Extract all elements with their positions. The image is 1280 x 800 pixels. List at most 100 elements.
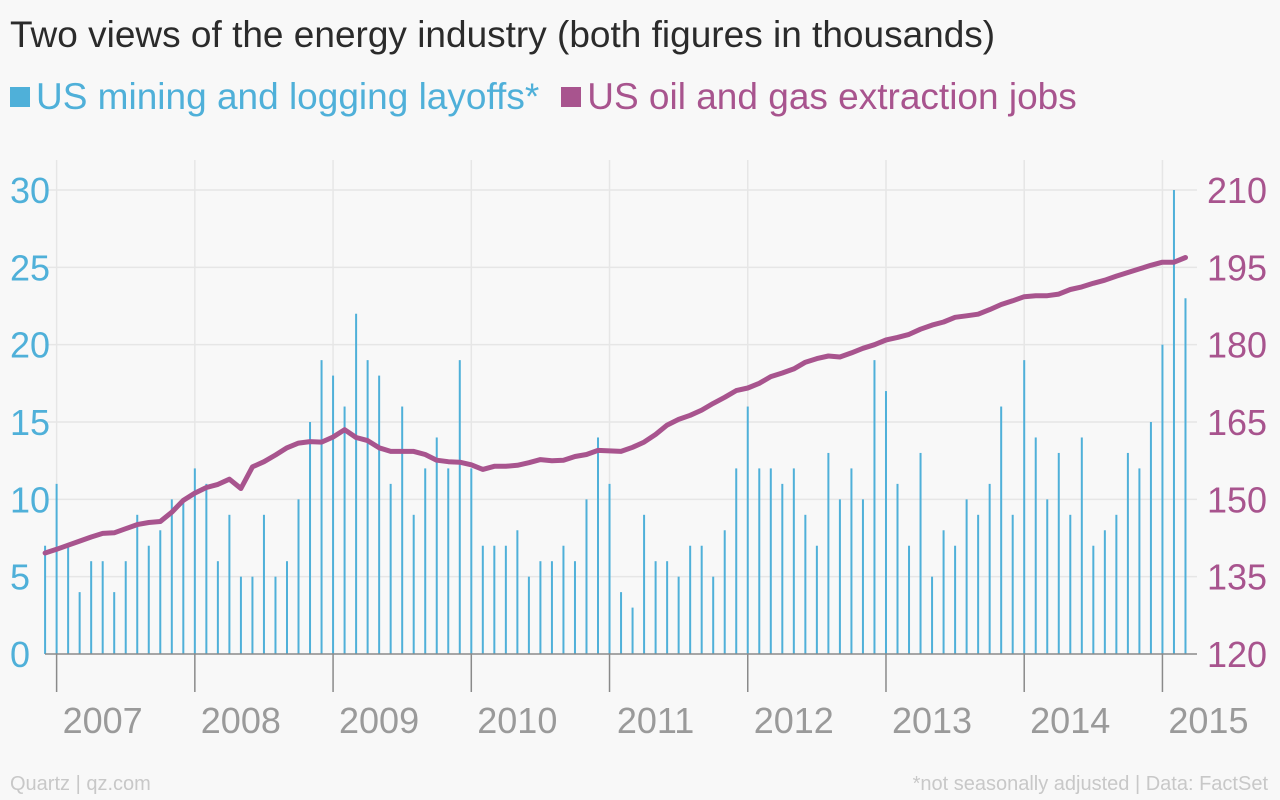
- layoffs-bar: [585, 499, 588, 654]
- layoffs-bars: [44, 190, 1187, 654]
- layoffs-bar: [182, 499, 185, 654]
- layoffs-bar: [608, 483, 611, 654]
- layoffs-bar: [735, 468, 738, 654]
- layoffs-bar: [873, 360, 876, 654]
- layoffs-bar: [147, 545, 150, 654]
- layoffs-bar: [170, 499, 173, 654]
- layoffs-bar: [850, 468, 853, 654]
- layoffs-bar: [1103, 530, 1106, 654]
- y-right-tick-label: 195: [1207, 247, 1267, 288]
- layoffs-bar: [251, 576, 254, 654]
- layoffs-bar: [1172, 190, 1175, 654]
- x-tick-label: 2015: [1168, 700, 1248, 741]
- layoffs-bar: [216, 561, 219, 654]
- layoffs-bar: [355, 313, 358, 654]
- layoffs-bar: [320, 360, 323, 654]
- layoffs-bar: [1069, 514, 1072, 654]
- layoffs-bar: [1057, 452, 1060, 654]
- layoffs-bar: [401, 406, 404, 654]
- layoffs-bar: [931, 576, 934, 654]
- y-right-tick-label: 150: [1207, 479, 1267, 520]
- layoffs-bar: [458, 360, 461, 654]
- source-credit: Quartz | qz.com: [10, 773, 151, 795]
- y-left-tick-label: 5: [10, 557, 30, 598]
- layoffs-bar: [597, 437, 600, 654]
- layoffs-bar: [78, 592, 81, 654]
- layoffs-bar: [1046, 499, 1049, 654]
- layoffs-bar: [527, 576, 530, 654]
- layoffs-bar: [239, 576, 242, 654]
- y-left-tick-label: 10: [10, 479, 50, 520]
- layoffs-bar: [228, 514, 231, 654]
- layoffs-bar: [1034, 437, 1037, 654]
- layoffs-bar: [815, 545, 818, 654]
- layoffs-bar: [908, 545, 911, 654]
- layoffs-bar: [573, 561, 576, 654]
- x-axis-ticks: [55, 654, 1164, 692]
- x-tick-label: 2011: [617, 700, 694, 741]
- layoffs-bar: [781, 483, 784, 654]
- layoffs-bar: [896, 483, 899, 654]
- layoffs-bar: [343, 406, 346, 654]
- layoffs-bar: [412, 514, 415, 654]
- layoffs-bar: [838, 499, 841, 654]
- layoffs-bar: [977, 514, 980, 654]
- legend-item-jobs: US oil and gas extraction jobs: [561, 76, 1077, 118]
- layoffs-bar: [666, 561, 669, 654]
- x-tick-label: 2008: [201, 700, 281, 741]
- layoffs-bar: [90, 561, 93, 654]
- legend-label-jobs: US oil and gas extraction jobs: [587, 76, 1077, 117]
- layoffs-bar: [504, 545, 507, 654]
- layoffs-bar: [804, 514, 807, 654]
- layoffs-bar: [700, 545, 703, 654]
- layoffs-bar: [954, 545, 957, 654]
- y-left-tick-label: 30: [10, 170, 50, 211]
- layoffs-bar: [435, 437, 438, 654]
- layoffs-bar: [1126, 452, 1129, 654]
- layoffs-bar: [101, 561, 104, 654]
- layoffs-bar: [550, 561, 553, 654]
- layoffs-bar: [654, 561, 657, 654]
- jobs-line: [42, 255, 1188, 556]
- layoffs-bar: [113, 592, 116, 654]
- layoffs-bar: [1023, 360, 1026, 654]
- layoffs-bar: [1161, 344, 1164, 654]
- layoffs-bar: [470, 468, 473, 654]
- y-right-tick-label: 210: [1207, 170, 1267, 211]
- layoffs-bar: [677, 576, 680, 654]
- layoffs-bar: [942, 530, 945, 654]
- layoffs-bar: [447, 468, 450, 654]
- y-left-tick-label: 20: [10, 325, 50, 366]
- legend-swatch-layoffs: [10, 87, 30, 107]
- chart-title: Two views of the energy industry (both f…: [10, 14, 996, 55]
- x-tick-label: 2007: [63, 700, 143, 741]
- jobs-line-layer: [42, 255, 1188, 556]
- layoffs-bar: [136, 514, 139, 654]
- layoffs-bar: [193, 468, 196, 654]
- x-tick-label: 2009: [339, 700, 419, 741]
- layoffs-bar: [516, 530, 519, 654]
- y-axis-right-labels: 120 135 150 165 180 195 210: [1207, 170, 1267, 675]
- layoffs-bar: [159, 530, 162, 654]
- layoffs-bar: [262, 514, 265, 654]
- layoffs-bar: [919, 452, 922, 654]
- layoffs-bar: [988, 483, 991, 654]
- layoffs-bar: [769, 468, 772, 654]
- y-left-tick-label: 25: [10, 247, 50, 288]
- layoffs-bar: [965, 499, 968, 654]
- layoffs-bar: [562, 545, 565, 654]
- layoffs-bar: [1011, 514, 1014, 654]
- y-right-tick-label: 165: [1207, 402, 1267, 443]
- data-note: *not seasonally adjusted | Data: FactSet: [912, 773, 1268, 795]
- layoffs-bar: [424, 468, 427, 654]
- x-tick-label: 2010: [477, 700, 557, 741]
- layoffs-bar: [1149, 422, 1152, 654]
- layoffs-bar: [792, 468, 795, 654]
- layoffs-bar: [1080, 437, 1083, 654]
- layoffs-bar: [44, 545, 47, 654]
- layoffs-bar: [124, 561, 127, 654]
- layoffs-bar: [285, 561, 288, 654]
- y-right-tick-label: 180: [1207, 325, 1267, 366]
- x-tick-label: 2012: [754, 700, 834, 741]
